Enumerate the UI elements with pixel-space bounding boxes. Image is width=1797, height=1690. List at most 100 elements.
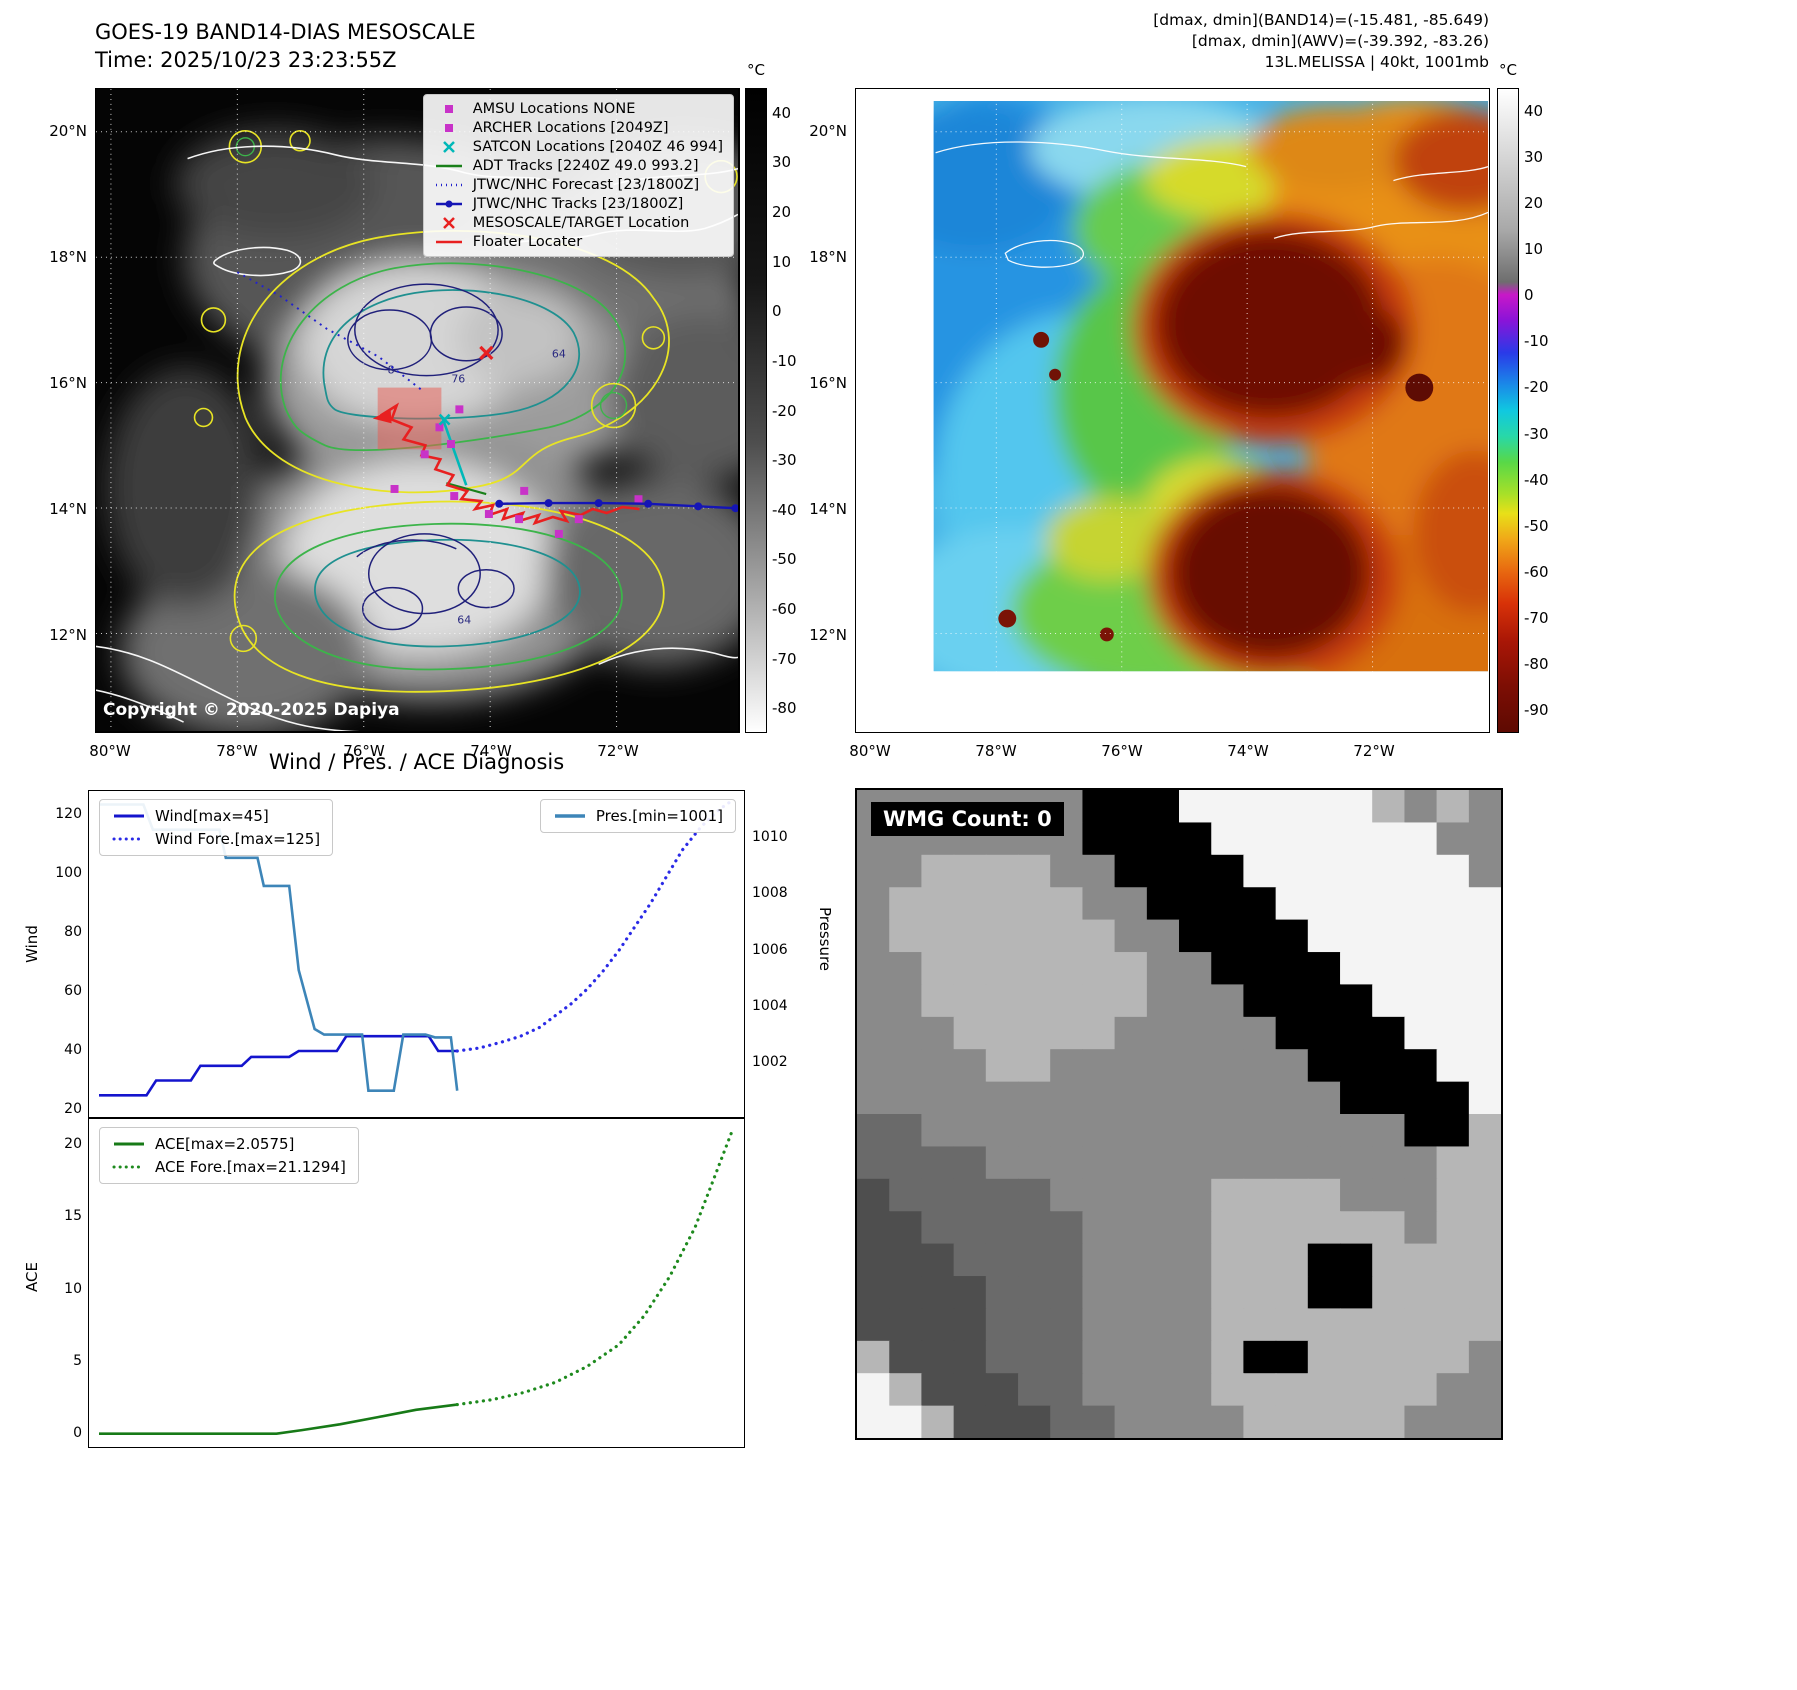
- map-legend: AMSU Locations NONE ARCHER Locations [204…: [422, 94, 734, 257]
- tick-label: 78°W: [216, 742, 258, 760]
- map-legend-label: AMSU Locations NONE: [472, 101, 636, 117]
- ir-color-field: [933, 100, 1488, 672]
- awv-satellite-panel: [855, 88, 1490, 733]
- legend-label: Pres.[min=1001]: [595, 807, 723, 825]
- tick-label: 20: [1524, 194, 1544, 213]
- tick-label: 20°N: [49, 122, 87, 140]
- storm-info-line: 13L.MELISSA | 40kt, 1001mb: [1264, 53, 1489, 71]
- tick-label: -20: [772, 401, 797, 420]
- storm-track-overlays: [236, 271, 640, 526]
- diagnosis-title: Wind / Pres. / ACE Diagnosis: [268, 750, 565, 774]
- satcon-x-icon: [442, 141, 455, 153]
- band14-satellite-panel: 8 76 64 64: [95, 88, 740, 733]
- tick-label: 76°W: [343, 742, 385, 760]
- jtwc-forecast-line: [236, 271, 424, 392]
- tick-label: 76°W: [1101, 742, 1143, 760]
- ace-chart: ACE[max=2.0575] ACE Fore.[max=21.1294]: [88, 1118, 745, 1448]
- cloud-field: [105, 128, 738, 731]
- cold-top-spots: [998, 331, 1434, 642]
- tick-label: 12°N: [809, 626, 847, 644]
- tick-label: -80: [772, 699, 797, 718]
- tick-label: 18°N: [49, 248, 87, 266]
- wmg-microwave-image: [857, 790, 1501, 1438]
- tick-label: 40: [772, 103, 792, 122]
- tick-label: 12°N: [49, 626, 87, 644]
- contour-label: 64: [457, 614, 471, 627]
- legend-label: ACE Fore.[max=21.1294]: [155, 1158, 346, 1176]
- tick-label: -80: [1524, 654, 1549, 673]
- map-legend-label: Floater Locater: [472, 234, 583, 250]
- ace-line-icon: [114, 1142, 144, 1146]
- floater-arrowhead: [372, 409, 392, 424]
- tick-label: 80: [64, 923, 82, 940]
- pressure-axis-label: Pressure: [816, 906, 834, 972]
- contour-label: 8: [388, 364, 395, 377]
- map-legend-item: JTWC/NHC Tracks [23/1800Z]: [434, 196, 723, 212]
- wind-pressure-chart: Wind[max=45] Wind Fore.[max=125] Pres.[m…: [88, 790, 745, 1118]
- tick-label: -60: [1524, 562, 1549, 581]
- tick-label: -10: [772, 351, 797, 370]
- tick-label: 10: [64, 1280, 82, 1297]
- tick-label: -70: [1524, 608, 1549, 627]
- tick-label: -30: [772, 451, 797, 470]
- wmg-count-badge: WMG Count: 0: [871, 802, 1064, 836]
- tick-label: 60: [64, 982, 82, 999]
- band14-title: GOES-19 BAND14-DIAS MESOSCALE: [95, 20, 476, 44]
- ace-axis-label: ACE: [23, 1262, 41, 1292]
- tick-label: 30: [772, 153, 792, 172]
- adt-line-icon: [435, 164, 462, 168]
- wmg-microwave-panel: WMG Count: 0: [855, 788, 1503, 1440]
- map-legend-label: JTWC/NHC Tracks [23/1800Z]: [472, 196, 684, 212]
- forecast-dotted-line-icon: [435, 183, 462, 187]
- tick-label: 30: [1524, 148, 1544, 167]
- legend-item-wind-fore: Wind Fore.[max=125]: [112, 830, 320, 848]
- map-legend-item: Floater Locater: [434, 234, 723, 250]
- temperature-contours: [193, 130, 738, 693]
- contour-label: 64: [552, 348, 566, 361]
- map-legend-label: SATCON Locations [2040Z 46 994]: [472, 139, 723, 155]
- ace-plot-area: [99, 1127, 735, 1436]
- tick-label: -50: [1524, 516, 1549, 535]
- map-legend-label: ARCHER Locations [2049Z]: [472, 120, 669, 136]
- tick-label: 14°N: [809, 500, 847, 518]
- map-legend-item: ADT Tracks [2240Z 49.0 993.2]: [434, 158, 723, 174]
- awv-title-line2: [dmax, dmin](AWV)=(-39.392, -83.26): [1191, 32, 1489, 50]
- wind-legend: Wind[max=45] Wind Fore.[max=125]: [99, 799, 334, 856]
- map-legend-item: MESOSCALE/TARGET Location: [434, 215, 723, 231]
- tick-label: 15: [64, 1208, 82, 1225]
- map-legend-label: ADT Tracks [2240Z 49.0 993.2]: [472, 158, 699, 174]
- contour-label: 76: [451, 373, 465, 386]
- awv-satellite-image: [856, 89, 1488, 731]
- legend-label: Wind Fore.[max=125]: [155, 830, 321, 848]
- tick-label: 1002: [752, 1053, 788, 1070]
- legend-label: ACE[max=2.0575]: [155, 1135, 295, 1153]
- tick-label: 1010: [752, 829, 788, 846]
- adt-track-line: [446, 482, 487, 496]
- tick-label: 20: [64, 1136, 82, 1153]
- tick-label: 78°W: [975, 742, 1017, 760]
- wind-forecast-dotted-icon: [112, 837, 146, 841]
- tick-label: 40: [64, 1042, 82, 1058]
- archer-square-icon: [444, 124, 453, 132]
- awv-title-block: [dmax, dmin](BAND14)=(-15.481, -85.649) …: [900, 10, 1489, 73]
- tick-label: 14°N: [49, 500, 87, 518]
- legend-label: Wind[max=45]: [155, 807, 269, 825]
- tick-label: 80°W: [89, 742, 131, 760]
- copyright-text: Copyright © 2020-2025 Dapiya: [103, 700, 400, 720]
- fix-location-markers: [390, 345, 738, 538]
- tick-label: -30: [1524, 424, 1549, 443]
- tick-label: 1004: [752, 997, 788, 1014]
- tick-label: 1008: [752, 885, 788, 902]
- contour-value-labels: 8 76 64 64: [388, 348, 566, 627]
- legend-item-ace-fore: ACE Fore.[max=21.1294]: [112, 1158, 346, 1176]
- tick-label: 20: [772, 203, 792, 222]
- legend-item-ace: ACE[max=2.0575]: [112, 1135, 346, 1153]
- amsu-square-icon: [444, 105, 453, 113]
- floater-track-line: [379, 402, 640, 526]
- awv-title-line1: [dmax, dmin](BAND14)=(-15.481, -85.649): [1153, 11, 1489, 29]
- tick-label: -60: [772, 599, 797, 618]
- awv-colorbar: [1497, 88, 1519, 733]
- tick-label: 5: [73, 1353, 82, 1370]
- tick-label: 72°W: [597, 742, 639, 760]
